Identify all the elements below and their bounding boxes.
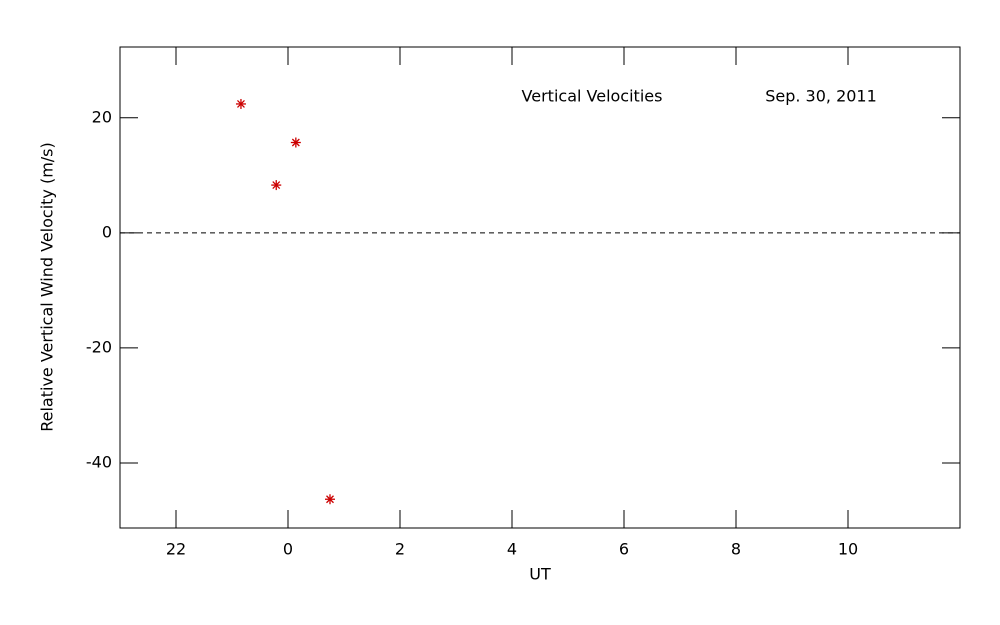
- plot-frame: [119, 46, 961, 529]
- x-tick-label: 4: [507, 540, 517, 559]
- x-tick-label: 0: [283, 540, 293, 559]
- y-tick-label: -20: [86, 337, 112, 356]
- x-tick-label: 8: [731, 540, 741, 559]
- point-stroke: [291, 138, 300, 147]
- y-tick-label: -40: [86, 452, 112, 471]
- point: [235, 98, 246, 109]
- x-axis-label: UT: [529, 565, 551, 584]
- x-tick-label: 2: [395, 540, 405, 559]
- point-stroke: [237, 100, 245, 108]
- y-tick-label: 20: [92, 107, 112, 126]
- annotation: Sep. 30, 2011: [765, 87, 877, 106]
- point-stroke: [326, 495, 334, 504]
- x-tick-label: 22: [166, 540, 186, 559]
- x-tick-label: 6: [619, 540, 629, 559]
- point-stroke: [272, 181, 281, 190]
- point: [271, 180, 282, 191]
- annotation: Vertical Velocities: [522, 87, 663, 106]
- point: [325, 494, 335, 505]
- y-axis-label: Relative Vertical Wind Velocity (m/s): [38, 142, 57, 432]
- y-tick-label: 0: [102, 222, 112, 241]
- point: [290, 137, 301, 148]
- x-tick-label: 10: [838, 540, 858, 559]
